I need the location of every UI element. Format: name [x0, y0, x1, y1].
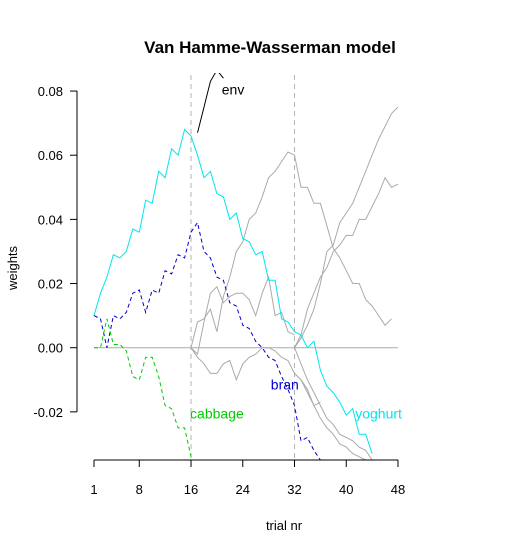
- x-axis: 1 8 16 24 32 40 48: [90, 459, 405, 497]
- x-tick-label: 40: [339, 482, 353, 497]
- y-tick-label: -0.02: [33, 405, 63, 420]
- y-tick-label: 0.02: [38, 277, 63, 292]
- series-line-gray-3: [190, 347, 321, 407]
- series-line-cabbage: [94, 318, 192, 457]
- series-line-gray-6: [294, 176, 399, 348]
- series-line-gray-5: [190, 275, 295, 356]
- x-tick-label: 32: [287, 482, 301, 497]
- series-line-yoghurt: [93, 128, 373, 454]
- y-axis-label: weights: [5, 245, 20, 291]
- series-label-env: env: [222, 81, 245, 97]
- reference-lines: [94, 75, 398, 460]
- x-tick-label: 1: [90, 482, 97, 497]
- series-label-yoghurt: yoghurt: [355, 405, 402, 421]
- series-label-bran: bran: [271, 377, 299, 393]
- series-line-env: [197, 73, 224, 133]
- series-labels: env bran cabbage yoghurt: [190, 81, 402, 421]
- x-tick-label: 16: [184, 482, 198, 497]
- series-line-gray-7: [294, 106, 399, 348]
- y-tick-label: 0.06: [38, 148, 63, 163]
- x-tick-label: 8: [136, 482, 143, 497]
- series-line-bran: [93, 221, 321, 461]
- series-line-gray-1: [190, 151, 295, 348]
- y-tick-label: 0.04: [38, 212, 63, 227]
- series-line-gray-8: [294, 347, 373, 461]
- chart-title: Van Hamme-Wasserman model: [144, 38, 396, 57]
- y-tick-label: 0.08: [38, 84, 63, 99]
- x-axis-label: trial nr: [266, 518, 303, 533]
- series-label-cabbage: cabbage: [190, 405, 244, 421]
- x-tick-label: 48: [391, 482, 405, 497]
- y-tick-label: 0.00: [38, 341, 63, 356]
- y-axis: 0.08 0.06 0.04 0.02 0.00 -0.02: [33, 84, 78, 420]
- series-group: [93, 73, 399, 461]
- series-line-gray-2: [294, 155, 392, 327]
- x-tick-label: 24: [236, 482, 250, 497]
